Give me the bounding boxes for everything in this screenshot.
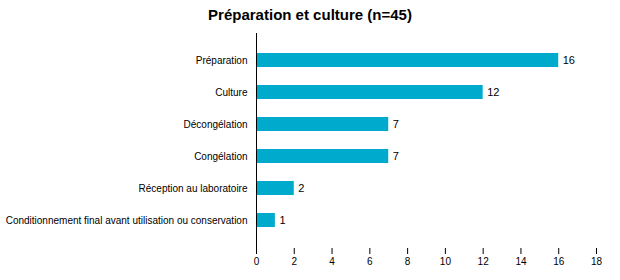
svg-text:Décongélation: Décongélation <box>184 119 248 130</box>
svg-text:14: 14 <box>515 256 527 267</box>
svg-text:0: 0 <box>254 256 260 267</box>
svg-text:12: 12 <box>478 256 490 267</box>
svg-text:7: 7 <box>393 150 399 162</box>
svg-text:2: 2 <box>298 182 304 194</box>
svg-text:18: 18 <box>591 256 603 267</box>
svg-text:1: 1 <box>279 214 285 226</box>
svg-text:Culture: Culture <box>215 87 248 98</box>
svg-text:10: 10 <box>440 256 452 267</box>
svg-text:16: 16 <box>563 54 575 66</box>
svg-text:16: 16 <box>553 256 565 267</box>
svg-text:8: 8 <box>405 256 411 267</box>
html-text:Préparation et culture (n=45): Préparation et culture (n=45) <box>208 6 412 23</box>
svg-text:Congélation: Congélation <box>194 151 247 162</box>
svg-text:2: 2 <box>291 256 297 267</box>
svg-text:4: 4 <box>329 256 335 267</box>
svg-text:7: 7 <box>393 118 399 130</box>
svg-text:6: 6 <box>367 256 373 267</box>
svg-text:12: 12 <box>487 86 499 98</box>
svg-text:Réception au laboratoire: Réception au laboratoire <box>139 183 248 194</box>
svg-text:Conditionnement final avant ut: Conditionnement final avant utilisation … <box>6 215 248 226</box>
svg-text:Préparation: Préparation <box>196 55 248 66</box>
